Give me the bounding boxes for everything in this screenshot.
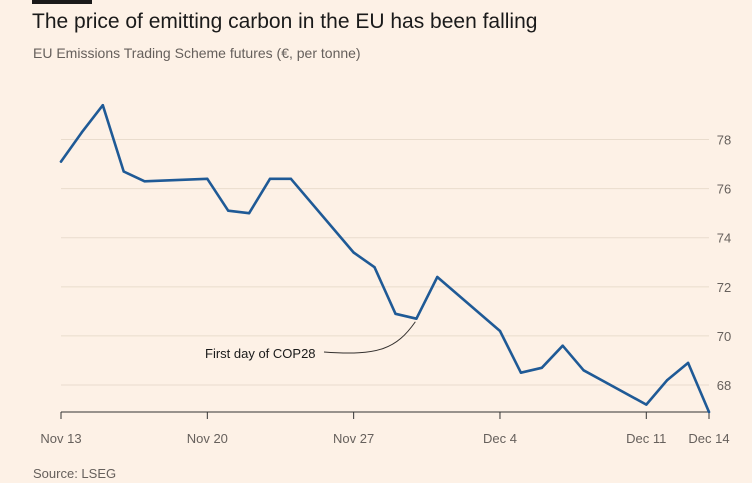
y-tick-label: 78: [717, 133, 731, 148]
series-line: [59, 103, 711, 414]
annotation-leader: [323, 321, 416, 354]
x-axis: [60, 411, 710, 419]
chart-subtitle: EU Emissions Trading Scheme futures (€, …: [33, 45, 361, 61]
data-point: [686, 361, 690, 365]
data-point: [59, 160, 63, 163]
chart-title: The price of emitting carbon in the EU h…: [32, 10, 538, 33]
data-point: [122, 170, 125, 173]
y-tick-label: 68: [717, 378, 731, 393]
series-layer: [59, 103, 711, 414]
data-point: [289, 177, 293, 180]
data-point: [373, 266, 376, 269]
x-tick-label: Dec 4: [483, 431, 517, 446]
y-tick-label: 76: [717, 182, 731, 197]
data-point: [80, 131, 84, 134]
data-point: [206, 177, 209, 180]
data-point: [436, 275, 439, 279]
annotation-label: First day of COP28: [205, 346, 316, 361]
data-point: [707, 410, 711, 414]
x-tick-label: Nov 13: [40, 431, 81, 446]
y-tick-label: 74: [717, 231, 731, 246]
data-point: [352, 251, 355, 254]
data-point: [498, 329, 502, 333]
data-point: [540, 366, 543, 369]
grid-layer: [61, 139, 709, 386]
title-rule: [32, 0, 92, 4]
data-point: [582, 369, 585, 372]
data-point: [645, 403, 648, 406]
data-point: [143, 180, 146, 183]
data-point: [415, 317, 418, 320]
data-point: [394, 312, 397, 315]
x-tick-label: Dec 14: [688, 431, 729, 446]
x-tick-label: Dec 11: [626, 431, 666, 446]
source-note: Source: LSEG: [33, 466, 117, 481]
data-point: [101, 104, 105, 107]
x-tick-label: Nov 27: [333, 431, 374, 446]
annotation-layer: First day of COP28: [205, 321, 416, 361]
y-tick-label: 72: [717, 280, 731, 295]
tick-labels: 68 70 72 74 76 78 Nov 13 Nov 20 Nov 27 Dec 4 Dec 1…: [40, 133, 731, 446]
data-point: [666, 378, 669, 382]
data-point: [519, 371, 523, 374]
data-point: [268, 177, 272, 180]
x-tick-label: Nov 20: [187, 431, 228, 446]
y-tick-label: 70: [717, 329, 731, 344]
data-point: [561, 344, 564, 347]
data-point: [227, 209, 230, 212]
data-point: [247, 212, 251, 215]
